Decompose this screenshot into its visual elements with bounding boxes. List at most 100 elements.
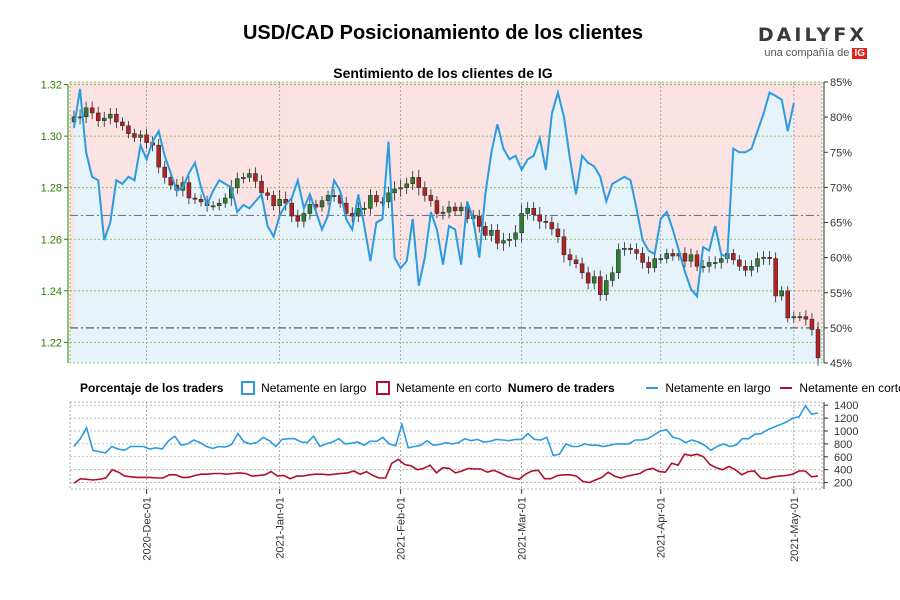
candle-body: [198, 199, 204, 203]
candle-body: [120, 121, 125, 127]
sentiment-tick-label: 85%: [830, 77, 852, 89]
candle-body: [658, 258, 663, 261]
date-tick-label: 2021-Apr-01: [656, 497, 668, 558]
dailyfx-logo: DAILYFX una compañía de IG: [755, 24, 867, 64]
logo-tagline: una compañía de IG: [764, 47, 867, 59]
count-tick-label: 800: [834, 439, 852, 451]
candle-body: [186, 182, 192, 199]
candle-body: [83, 107, 89, 118]
candle-body: [694, 254, 700, 267]
candle-body: [706, 262, 712, 267]
candle-body: [501, 240, 506, 244]
candle-body: [743, 266, 748, 271]
candle-body: [108, 113, 113, 119]
candle-body: [610, 272, 615, 281]
candle-body: [531, 208, 536, 216]
legend-num-long: Netamente en largo: [665, 380, 771, 395]
candle-body: [101, 117, 107, 121]
legend-long-swatch: [240, 380, 255, 395]
chart-title: USD/CAD Posicionamiento de los clientes: [242, 22, 644, 44]
legend: Porcentaje de los traders Netamente en l…: [80, 380, 900, 395]
candle-body: [682, 253, 688, 262]
sentiment-long-line: [73, 88, 795, 299]
candle-body: [301, 213, 307, 222]
candle-body: [549, 222, 555, 230]
lower-panel-frame: [69, 401, 823, 490]
candle-body: [319, 200, 325, 208]
candle-body: [525, 208, 530, 214]
candle-body: [162, 166, 167, 178]
candle-body: [731, 253, 736, 261]
candle-body: [126, 125, 131, 134]
candle-body: [422, 187, 428, 196]
count-short-line: [73, 453, 819, 484]
candle-body: [537, 214, 543, 222]
legend-pct-short: Netamente en corto: [396, 380, 502, 395]
price-tick-label: 1.32: [41, 80, 62, 92]
candle-body: [555, 228, 561, 237]
candle-body: [410, 177, 415, 185]
count-tick-label: 600: [834, 452, 852, 464]
candle-body: [646, 262, 651, 268]
candle-body: [543, 220, 549, 223]
candle-body: [767, 257, 772, 259]
count-long-line: [73, 404, 819, 457]
candle-body: [216, 202, 222, 206]
candle-body: [416, 177, 422, 188]
candle-body: [712, 262, 718, 264]
count-tick-label: 1400: [834, 400, 858, 412]
candle-body: [192, 197, 198, 200]
count-tick-label: 1000: [834, 426, 858, 438]
candle-body: [331, 195, 337, 197]
price-tick-label: 1.22: [41, 337, 62, 349]
candle-body: [585, 272, 591, 284]
candle-body: [561, 236, 567, 255]
candle-body: [779, 290, 784, 297]
candle-body: [761, 257, 766, 259]
candle-body: [718, 258, 724, 263]
legend-num-short: Netamente en corto: [799, 380, 900, 395]
candle-body: [452, 206, 458, 212]
candle-body: [325, 195, 331, 201]
sentiment-area-fill: [74, 89, 794, 363]
upper-panel-frame: [69, 81, 823, 364]
candle-body: [434, 200, 440, 214]
price-tick-label: 1.30: [41, 131, 62, 143]
candle-body: [773, 258, 778, 297]
logo-wordmark: DAILYFX: [757, 24, 867, 46]
candle-body: [489, 229, 494, 236]
candle-body: [513, 232, 518, 240]
candle-body: [89, 107, 95, 114]
sentiment-tick-label: 55%: [830, 288, 852, 300]
legend-short-swatch: [375, 380, 390, 395]
candle-body: [235, 178, 240, 188]
candle-body: [477, 215, 482, 227]
candle-body: [144, 134, 149, 143]
sentiment-tick-label: 75%: [830, 147, 852, 159]
count-tick-label: 1200: [834, 413, 858, 425]
candle-body: [356, 208, 361, 217]
candle-body: [398, 187, 403, 190]
candle-body: [567, 254, 573, 261]
candle-body: [95, 112, 101, 121]
candle-body: [573, 259, 579, 264]
candle-body: [247, 173, 252, 178]
candle-body: [156, 144, 161, 168]
candle-body: [277, 199, 282, 206]
date-tick-label: 2021-Feb-01: [396, 497, 408, 560]
price-tick-label: 1.28: [41, 183, 62, 195]
sentiment-tick-label: 50%: [830, 323, 852, 335]
candle-body: [664, 253, 670, 259]
candle-body: [404, 183, 409, 188]
price-tick-label: 1.24: [41, 286, 62, 298]
candle-body: [362, 208, 367, 210]
candle-body: [815, 329, 821, 359]
candle-body: [210, 205, 216, 208]
chart-subtitle: Sentimiento de los clientes de IG: [333, 65, 553, 81]
candle-body: [797, 316, 803, 319]
candle-body: [634, 249, 639, 254]
candle-body: [138, 134, 143, 138]
candle-body: [222, 197, 228, 204]
sentiment-tick-label: 65%: [830, 218, 852, 230]
